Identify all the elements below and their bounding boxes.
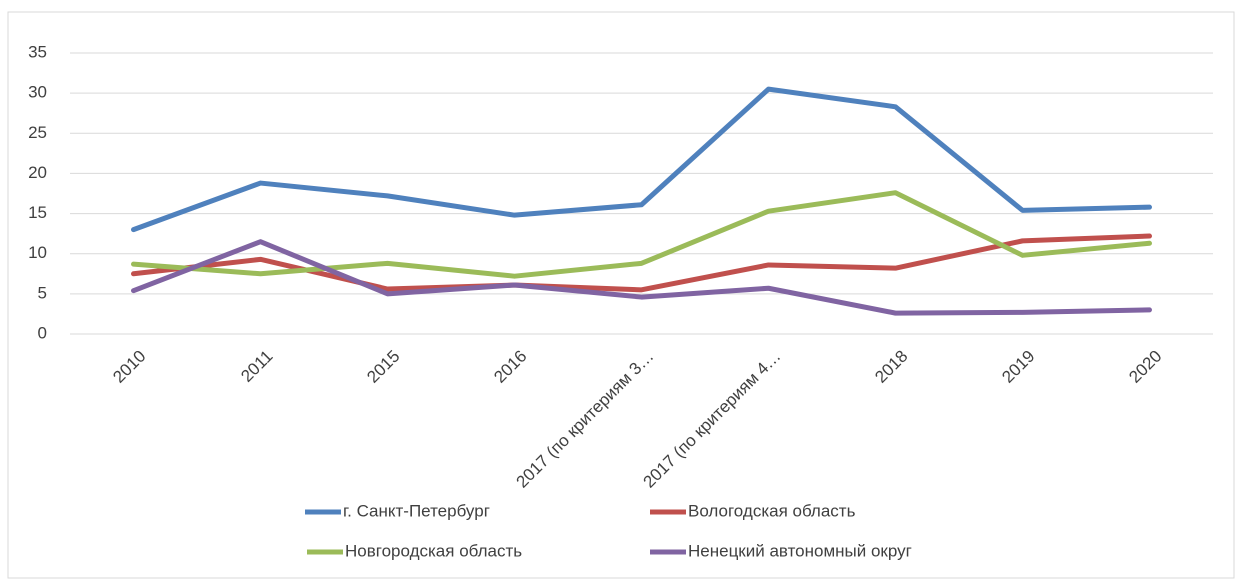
y-tick-label: 5 bbox=[38, 283, 47, 302]
y-tick-label: 15 bbox=[28, 203, 47, 222]
y-tick-label: 10 bbox=[28, 243, 47, 262]
series-line bbox=[131, 239, 1152, 316]
y-tick-label: 35 bbox=[28, 42, 47, 61]
y-tick-label: 0 bbox=[38, 323, 47, 342]
legend-label: Вологодская область bbox=[688, 501, 856, 520]
series-line bbox=[131, 86, 1152, 233]
series-line bbox=[131, 190, 1152, 279]
y-tick-label: 30 bbox=[28, 83, 47, 102]
legend-label: Новгородская область bbox=[345, 541, 522, 560]
y-tick-label: 25 bbox=[28, 123, 47, 142]
y-tick-label: 20 bbox=[28, 163, 47, 182]
legend-label: Ненецкий автономный округ bbox=[688, 541, 912, 560]
legend-label: г. Санкт-Петербург bbox=[343, 501, 490, 520]
